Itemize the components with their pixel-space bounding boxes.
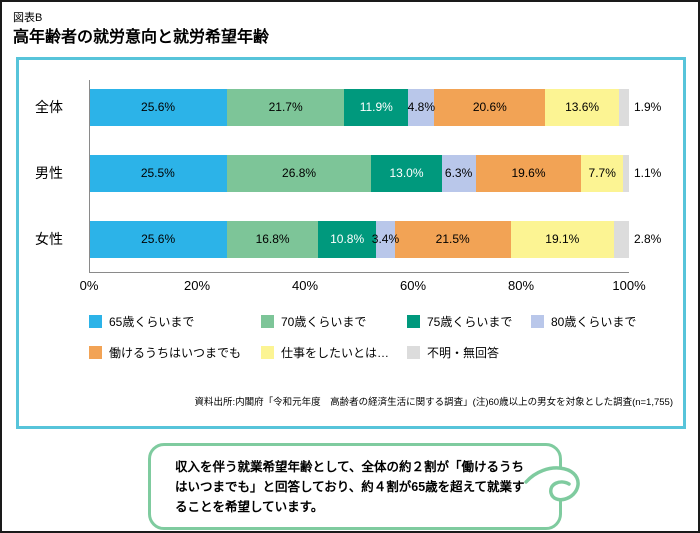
- category-label: 女性: [35, 231, 63, 247]
- bar-row: 全体 25.6% 21.7% 11.9% 4.8% 20.6% 13.6% 1.9%: [19, 74, 683, 140]
- legend-label: 80歳くらいまで: [551, 315, 637, 329]
- bar-track: 25.6% 21.7% 11.9% 4.8% 20.6% 13.6%: [89, 88, 629, 126]
- bar-segment: 25.6%: [89, 88, 228, 126]
- legend-label: 65歳くらいまで: [109, 315, 195, 329]
- bar-segment: 13.6%: [545, 88, 619, 126]
- segment-label: 13.6%: [565, 100, 600, 114]
- segment-label: 19.6%: [511, 166, 546, 180]
- bar-segment: 3.4%: [372, 220, 399, 258]
- legend-swatch: [407, 346, 420, 359]
- legend-label: 70歳くらいまで: [281, 315, 367, 329]
- legend-item: 不明・無回答: [407, 344, 531, 361]
- segment-label: 25.6%: [141, 232, 176, 246]
- legend-label: 仕事をしたいとは…: [281, 346, 390, 360]
- bar-rows: 全体 25.6% 21.7% 11.9% 4.8% 20.6% 13.6% 1.9% 男性 25.…: [19, 74, 683, 272]
- legend-swatch: [261, 346, 274, 359]
- legend-item: 働けるうちはいつまでも: [89, 344, 261, 361]
- legend-swatch: [531, 315, 544, 328]
- segment-label: 16.8%: [255, 232, 290, 246]
- bar-segment: 7.7%: [581, 154, 624, 192]
- segment-label: 21.7%: [268, 100, 303, 114]
- legend-label: 働けるうちはいつまでも: [109, 346, 242, 360]
- bar-segment: 13.0%: [371, 154, 442, 192]
- figure-tag: 図表B: [13, 12, 43, 24]
- x-tick-label: 0%: [79, 278, 99, 293]
- category-label: 男性: [35, 165, 63, 181]
- bar-segment: 20.6%: [434, 88, 546, 126]
- legend-swatch: [261, 315, 274, 328]
- segment-label: 26.8%: [282, 166, 317, 180]
- outside-segment-label: 1.9%: [634, 100, 662, 114]
- category-label: 全体: [35, 99, 63, 115]
- bar-segment: 10.8%: [317, 220, 377, 258]
- bar-segment: [618, 88, 629, 126]
- x-tick-label: 80%: [507, 278, 535, 293]
- bar-segment: 6.3%: [441, 154, 476, 192]
- page-title: 高年齢者の就労意向と就労希望年齢: [13, 29, 270, 46]
- x-tick-label: 40%: [291, 278, 319, 293]
- x-tick-label: 100%: [612, 278, 646, 293]
- bar-segment: [623, 154, 629, 192]
- bar-segment: 21.7%: [227, 88, 345, 126]
- bar-segment: 19.1%: [510, 220, 614, 258]
- bar-segment: 25.6%: [89, 220, 228, 258]
- callout-text: 収入を伴う就業希望年齢として、全体の約２割が「働けるうちはいつまでも」と回答して…: [175, 460, 525, 514]
- segment-label: 13.0%: [389, 166, 424, 180]
- legend-label: 75歳くらいまで: [427, 315, 513, 329]
- legend-item: 仕事をしたいとは…: [261, 344, 407, 361]
- segment-label: 21.5%: [435, 232, 470, 246]
- bar-segment: 26.8%: [226, 154, 372, 192]
- segment-label: 20.6%: [472, 100, 507, 114]
- x-axis: 0% 20% 40% 60% 80% 100%: [80, 272, 646, 293]
- speech-swirl-icon: [524, 466, 580, 502]
- segment-label: 25.5%: [140, 166, 175, 180]
- bar-row: 女性 25.6% 16.8% 10.8% 3.4% 21.5% 19.1% 2.8%: [19, 206, 683, 272]
- segment-label: 10.8%: [330, 232, 365, 246]
- legend-swatch: [89, 315, 102, 328]
- legend-item: 80歳くらいまで: [531, 313, 673, 330]
- x-tick-label: 60%: [399, 278, 427, 293]
- legend-swatch: [89, 346, 102, 359]
- chart-panel: 全体 25.6% 21.7% 11.9% 4.8% 20.6% 13.6% 1.9% 男性 25.…: [16, 57, 686, 429]
- source-note: 資料出所:内閣府「令和元年度 高齢者の経済生活に関する調査」(注)60歳以上の男…: [194, 397, 673, 408]
- bar-segment: 25.5%: [89, 154, 227, 192]
- segment-label: 25.6%: [141, 100, 176, 114]
- segment-label: 6.3%: [444, 166, 473, 180]
- x-tick-label: 20%: [183, 278, 211, 293]
- bar-segment: 21.5%: [394, 220, 511, 258]
- legend: 65歳くらいまで 70歳くらいまで 75歳くらいまで 80歳くらいまで働けるうちはいつ…: [89, 313, 673, 361]
- legend-swatch: [407, 315, 420, 328]
- legend-item: 65歳くらいまで: [89, 313, 261, 330]
- y-axis-line: [89, 80, 90, 272]
- outside-segment-label: 1.1%: [634, 166, 662, 180]
- legend-item: 75歳くらいまで: [407, 313, 531, 330]
- bar-row: 男性 25.5% 26.8% 13.0% 6.3% 19.6% 7.7% 1.1%: [19, 140, 683, 206]
- bar-segment: 19.6%: [475, 154, 582, 192]
- bar-segment: 4.8%: [407, 88, 435, 126]
- segment-label: 7.7%: [588, 166, 616, 180]
- legend-label: 不明・無回答: [427, 346, 500, 360]
- segment-label: 4.8%: [407, 100, 435, 114]
- segment-label: 19.1%: [545, 232, 580, 246]
- bar-segment: 11.9%: [344, 88, 409, 126]
- bar-track: 25.6% 16.8% 10.8% 3.4% 21.5% 19.1%: [89, 220, 629, 258]
- legend-item: 70歳くらいまで: [261, 313, 407, 330]
- bar-track: 25.5% 26.8% 13.0% 6.3% 19.6% 7.7%: [89, 154, 629, 192]
- outside-segment-label: 2.8%: [634, 232, 662, 246]
- callout-bubble: 収入を伴う就業希望年齢として、全体の約２割が「働けるうちはいつまでも」と回答して…: [148, 443, 580, 530]
- segment-label: 3.4%: [371, 232, 400, 246]
- bar-segment: [613, 220, 629, 258]
- segment-label: 11.9%: [359, 100, 393, 114]
- bar-segment: 16.8%: [227, 220, 318, 258]
